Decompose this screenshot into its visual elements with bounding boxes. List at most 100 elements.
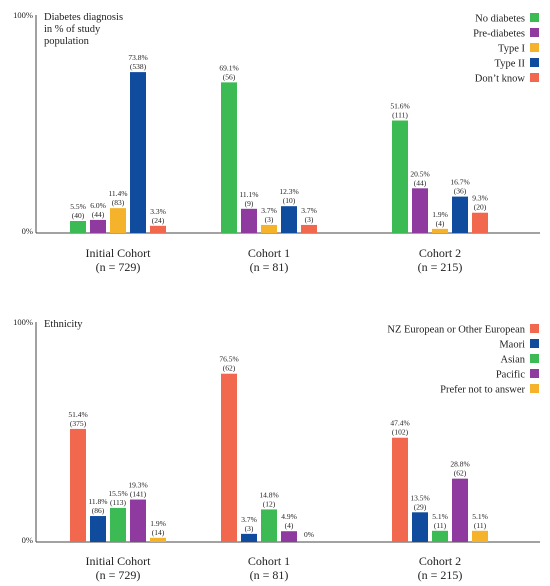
bar-count-label: (3): [265, 215, 274, 224]
bar-count-label: (40): [72, 211, 85, 220]
x-category-label: Initial Cohort: [86, 554, 152, 568]
bar: [130, 499, 146, 542]
legend-label: No diabetes: [475, 14, 525, 25]
x-category-sublabel: (n = 81): [250, 568, 289, 582]
bar-count-label: (102): [392, 428, 409, 437]
bar-count-label: (20): [474, 203, 487, 212]
legend-label: NZ European or Other European: [387, 325, 525, 336]
legend-label: Don’t know: [475, 74, 526, 85]
bar: [472, 530, 488, 542]
legend-label: Type I: [498, 44, 525, 55]
bar-value-label: 5.5%: [70, 202, 86, 211]
bar: [432, 530, 448, 542]
bar: [472, 212, 488, 233]
bar-count-label: (4): [285, 521, 294, 530]
bar-value-label: 0%: [304, 530, 314, 539]
bar-value-label: 47.4%: [390, 419, 409, 428]
bar: [452, 196, 468, 233]
x-category-label: Cohort 2: [419, 246, 461, 260]
bar-value-label: 6.0%: [90, 201, 106, 210]
bar: [412, 188, 428, 233]
bar-count-label: (4): [436, 219, 445, 228]
bar-count-label: (111): [392, 111, 408, 120]
x-category-label: Cohort 1: [248, 554, 290, 568]
chart-title: in % of study: [44, 24, 101, 35]
bar: [90, 219, 106, 233]
y-tick-label: 100%: [13, 10, 33, 20]
bar: [90, 516, 106, 542]
bar-value-label: 51.4%: [68, 410, 87, 419]
legend-label: Pre-diabetes: [473, 29, 525, 40]
legend-swatch: [530, 384, 539, 393]
bar-count-label: (56): [223, 72, 236, 81]
bar-count-label: (44): [92, 210, 105, 219]
bar-count-label: (44): [414, 178, 427, 187]
bar-count-label: (3): [245, 524, 254, 533]
bar-value-label: 51.6%: [390, 102, 409, 111]
x-category-sublabel: (n = 215): [418, 568, 463, 582]
bar-value-label: 13.5%: [410, 493, 429, 502]
y-tick-label: 0%: [22, 535, 33, 545]
y-tick-label: 100%: [13, 317, 33, 327]
legend-swatch: [530, 13, 539, 22]
bar-value-label: 15.5%: [108, 489, 127, 498]
bar: [221, 82, 237, 233]
x-category-sublabel: (n = 215): [418, 260, 463, 274]
chart-title: population: [44, 36, 90, 47]
bar-count-label: (24): [152, 216, 165, 225]
bar-count-label: (62): [454, 469, 467, 478]
bar: [392, 437, 408, 542]
bar-count-label: (375): [70, 419, 87, 428]
bar-value-label: 4.9%: [281, 512, 297, 521]
bar-count-label: (11): [474, 521, 487, 530]
bar-value-label: 11.8%: [88, 497, 107, 506]
bar-count-label: (12): [263, 499, 276, 508]
bar: [70, 428, 86, 542]
x-category-label: Cohort 2: [419, 554, 461, 568]
bar-count-label: (141): [130, 490, 147, 499]
bar-value-label: 28.8%: [450, 460, 469, 469]
bar-value-label: 3.7%: [241, 515, 257, 524]
bar-value-label: 5.1%: [472, 512, 488, 521]
bar-value-label: 1.9%: [432, 210, 448, 219]
bar-value-label: 3.3%: [150, 207, 166, 216]
chart-title: Diabetes diagnosis: [44, 12, 123, 23]
bar-count-label: (29): [414, 502, 427, 511]
legend-swatch: [530, 43, 539, 52]
bar: [392, 120, 408, 233]
bar: [452, 478, 468, 542]
bar-count-label: (36): [454, 187, 467, 196]
bar: [412, 512, 428, 542]
bar: [281, 531, 297, 542]
x-category-sublabel: (n = 81): [250, 260, 289, 274]
legend-swatch: [530, 58, 539, 67]
bar: [110, 208, 126, 233]
bar: [241, 208, 257, 233]
bar-count-label: (113): [110, 498, 126, 507]
bar-value-label: 76.5%: [219, 355, 238, 364]
bar-value-label: 69.1%: [219, 63, 238, 72]
chart-panel-2: 100% 0% Ethnicity NZ European or Other Euro…: [13, 317, 540, 582]
bar-value-label: 12.3%: [279, 187, 298, 196]
bar-value-label: 11.1%: [239, 190, 258, 199]
bar-count-label: (14): [152, 528, 165, 537]
bar-value-label: 9.3%: [472, 194, 488, 203]
bar-count-label: (9): [245, 199, 254, 208]
bar-value-label: 20.5%: [410, 169, 429, 178]
bar-value-label: 19.3%: [128, 481, 147, 490]
bar: [261, 509, 277, 542]
bar-value-label: 73.8%: [128, 53, 147, 62]
bar: [301, 224, 317, 233]
bar: [432, 228, 448, 233]
bar: [221, 373, 237, 542]
bar: [70, 221, 86, 233]
bar-count-label: (83): [112, 198, 125, 207]
bar-value-label: 5.1%: [432, 512, 448, 521]
y-tick-label: 0%: [22, 226, 33, 236]
bar: [150, 537, 166, 542]
legend-swatch: [530, 339, 539, 348]
bar-count-label: (10): [283, 196, 296, 205]
bar: [241, 533, 257, 542]
